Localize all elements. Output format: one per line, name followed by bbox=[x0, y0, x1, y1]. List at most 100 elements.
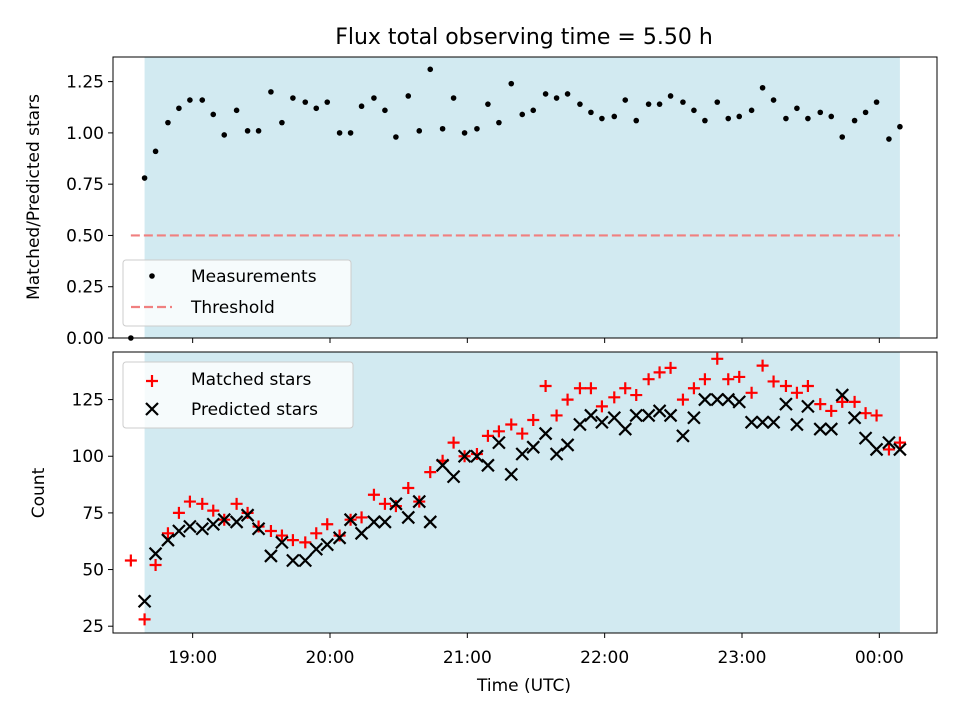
measurement-point bbox=[165, 119, 171, 126]
predicted-star-point bbox=[858, 431, 873, 445]
measurement-point bbox=[302, 99, 309, 105]
matched-star-point bbox=[539, 379, 552, 392]
matched-star-point bbox=[550, 409, 563, 422]
predicted-star-point bbox=[549, 447, 564, 461]
legend-threshold-label: Threshold bbox=[190, 298, 275, 318]
measurement-point bbox=[141, 175, 148, 181]
measurement-point bbox=[187, 97, 193, 103]
matched-star-point bbox=[196, 497, 209, 510]
predicted-star-point bbox=[710, 392, 725, 407]
measurement-point bbox=[519, 111, 526, 118]
measurement-point bbox=[290, 95, 296, 101]
predicted-star-point bbox=[240, 508, 255, 522]
measurement-point bbox=[450, 95, 457, 101]
legend-matched-marker bbox=[146, 375, 158, 387]
measurement-point bbox=[347, 130, 354, 136]
predicted-star-point bbox=[869, 442, 884, 457]
matched-star-point bbox=[779, 379, 792, 392]
predicted-star-point bbox=[893, 442, 907, 457]
measurement-point bbox=[851, 117, 858, 124]
legend-predicted-label: Predicted stars bbox=[191, 400, 318, 420]
predicted-star-point bbox=[378, 515, 392, 529]
measurement-point bbox=[873, 99, 880, 105]
matched-star-point bbox=[161, 527, 174, 540]
predicted-star-point bbox=[766, 415, 781, 430]
x-tick-label: 21:00 bbox=[443, 648, 492, 668]
matched-star-point bbox=[836, 395, 849, 408]
measurement-point bbox=[416, 128, 423, 134]
x-tick-label: 22:00 bbox=[580, 648, 629, 668]
measurement-point bbox=[244, 128, 251, 134]
measurement-point bbox=[371, 95, 377, 101]
matched-star-point bbox=[447, 436, 460, 449]
measurement-point bbox=[393, 134, 399, 140]
matched-star-point bbox=[653, 366, 666, 379]
measurement-point bbox=[508, 80, 515, 87]
measurement-point bbox=[794, 105, 800, 112]
predicted-star-point bbox=[412, 494, 427, 509]
predicted-star-point bbox=[801, 399, 815, 414]
predicted-star-point bbox=[264, 549, 278, 563]
matched-star-point bbox=[859, 407, 872, 420]
measurement-point bbox=[748, 107, 755, 114]
measurement-point bbox=[645, 101, 652, 107]
predicted-star-point bbox=[309, 542, 324, 556]
predicted-star-point bbox=[332, 531, 347, 545]
predicted-star-point bbox=[343, 512, 358, 527]
predicted-star-point bbox=[698, 392, 712, 407]
matched-star-point bbox=[207, 504, 220, 517]
predicted-star-point bbox=[663, 408, 678, 423]
measurement-point bbox=[461, 130, 468, 136]
measurement-point bbox=[221, 132, 228, 138]
x-tick-label: 19:00 bbox=[168, 648, 217, 668]
predicted-star-point bbox=[401, 510, 416, 525]
measurement-point bbox=[255, 128, 262, 134]
measurement-point bbox=[439, 125, 446, 132]
measurement-point bbox=[313, 105, 320, 112]
matched-star-point bbox=[733, 370, 746, 383]
legend-predicted-marker bbox=[145, 402, 159, 416]
measurement-point bbox=[633, 117, 640, 124]
predicted-star-point bbox=[446, 469, 461, 484]
matched-star-point bbox=[481, 429, 494, 442]
matched-star-point bbox=[241, 506, 254, 519]
predicted-star-point bbox=[251, 521, 266, 536]
bottom-y-tick-label: 100 bbox=[72, 447, 104, 467]
measurement-point bbox=[828, 113, 835, 120]
top-y-axis-label: Matched/Predicted stars bbox=[24, 94, 44, 300]
matched-star-point bbox=[561, 393, 574, 406]
matched-star-point bbox=[870, 409, 883, 422]
matched-star-point bbox=[893, 436, 906, 449]
measurement-point bbox=[577, 101, 583, 107]
bottom-legend-box bbox=[122, 361, 354, 429]
matched-star-point bbox=[664, 361, 677, 374]
predicted-star-point bbox=[470, 449, 484, 464]
top-plot-area bbox=[128, 66, 903, 341]
matched-star-point bbox=[630, 389, 643, 402]
bottom-legend: Matched stars Predicted stars bbox=[122, 361, 354, 429]
measurement-point bbox=[485, 101, 491, 107]
matched-star-point bbox=[299, 536, 312, 549]
x-tick-label: 23:00 bbox=[717, 648, 766, 668]
predicted-star-point bbox=[538, 426, 553, 441]
predicted-star-point bbox=[515, 447, 530, 461]
predicted-star-point bbox=[652, 404, 667, 418]
measurement-point bbox=[336, 130, 343, 136]
predicted-star-point bbox=[882, 435, 896, 450]
x-tick-label: 00:00 bbox=[855, 648, 904, 668]
measurement-point bbox=[199, 97, 206, 103]
predicted-star-point bbox=[676, 429, 690, 443]
matched-star-point bbox=[814, 398, 827, 411]
measurement-point bbox=[691, 107, 697, 114]
predicted-star-point bbox=[504, 467, 519, 482]
predicted-star-point bbox=[847, 410, 862, 425]
matched-star-point bbox=[505, 418, 518, 431]
predicted-star-point bbox=[744, 415, 759, 430]
top-legend-box bbox=[122, 259, 352, 327]
bottom-y-tick-label: 75 bbox=[82, 504, 104, 524]
measurement-point bbox=[736, 113, 743, 120]
measurement-point bbox=[680, 99, 686, 105]
measurement-point bbox=[897, 123, 903, 130]
matched-star-point bbox=[172, 506, 185, 519]
